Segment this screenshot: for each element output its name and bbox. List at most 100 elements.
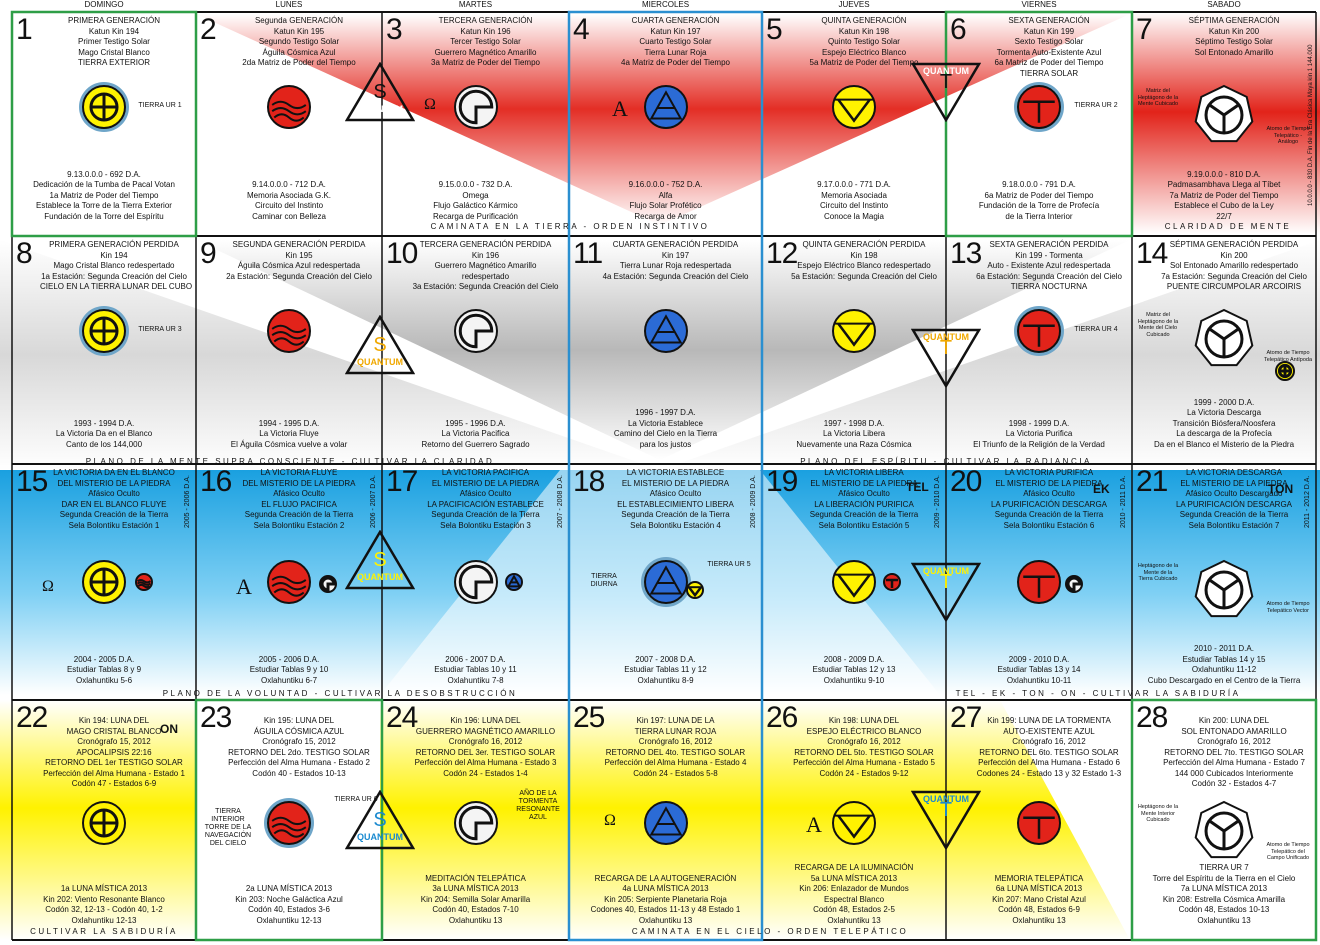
footer-line: 1998 - 1999 D.A. [1008,418,1070,428]
header-line: Codón 24 - Estados 5-8 [633,768,718,778]
day-cell-3[interactable]: 3 TERCERA GENERACIÓN Katun Kin 196 Tercer T… [382,12,569,236]
day-cell-16[interactable]: 16 LA VICTORIA FLUYE DEL MISTERIO DE LA PI… [196,464,382,700]
footer-line: Kin 206: Enlazador de Mundos [799,884,909,893]
footer-line: Canto de los 144,000 [65,439,143,449]
footer-line: El Águila Cósmica vuelve a volar [230,439,348,449]
header-line: RETORNO DEL 5to. TESTIGO SOLAR [794,747,934,757]
day-cell-24[interactable]: 24 Kin 196: LUNA DEL GUERRERO MAGNÉTICO AM… [382,700,569,940]
header-line: LA PURIFICACIÓN DESCARGA [1175,499,1293,509]
day-cell-9[interactable]: 9 SEGUNDA GENERACIÓN PERDIDA Kin 195 Águila… [196,236,382,464]
ring-white-icon [453,559,499,610]
day-cell-27[interactable]: 27 Kin 199: LUNA DE LA TORMENTA AUTO-EXIST… [946,700,1132,940]
header-line: Guerrero Magnético Amarillo [434,261,537,270]
day-cell-25[interactable]: 25 Kin 197: LUNA DE LA TIERRA LUNAR ROJA Cr… [569,700,762,940]
day-cell-21[interactable]: 21 LA VICTORIA DESCARGA EL MISTERIO DE LA … [1132,464,1316,700]
footer-line: Codones 40, Estados 11-13 y 48 Estado 1 [590,905,741,914]
day-cell-17[interactable]: 17 LA VICTORIA PACIFICA EL MISTERIO DE LA … [382,464,569,700]
cell-header-text: SÉPTIMA GENERACIÓN Katun Kin 200 Séptimo T… [1160,16,1308,58]
vertical-date: 2007 - 2008 D.A. [557,475,564,528]
footer-line: Padmasambhava Llega al Tíbet [1167,180,1281,189]
day-cell-4[interactable]: 4 CUARTA GENERACIÓN Katun Kin 197 Cuarto Te… [569,12,762,236]
header-line: 1a Estación: Segunda Creación del Cielo [41,271,187,281]
cell-footer-text: MEDITACIÓN TELEPÁTICA 3a LUNA MÍSTICA 201… [386,874,565,927]
footer-line: La descarga de la Profecía [1176,429,1272,438]
day-cell-11[interactable]: 11 CUARTA GENERACIÓN PERDIDA Kin 197 Tierra… [569,236,762,464]
side-label: TIERRA INTERIOR TORRE DE LA NAVEGACIÓN D… [204,808,252,847]
header-line: Perfección del Alma Humana - Estado 3 [414,758,557,767]
footer-line: 22/7 [1216,211,1232,221]
side-label: TIERRA UR 3 [138,326,182,333]
day-cell-2[interactable]: 2 Segunda GENERACIÓN Katun Kin 195 Segundo … [196,12,382,236]
header-line: Afásico Oculto [459,489,512,498]
header-line: Segunda Creación de la Tierra [621,510,730,519]
header-line: TIERRA NOCTURNA [1010,282,1088,291]
quantum-triangle-s-2: S QUANTUM [344,314,416,380]
svg-text:S: S [373,334,386,356]
day-number: 16 [200,465,232,498]
day-number: 28 [1136,701,1168,734]
header-line: 7a Estación: Segunda Creación del Cielo [1161,271,1307,281]
footer-line: RECARGA DE LA ILUMINACIÓN [794,863,914,872]
cell-header-text: Kin 196: LUNA DEL GUERRERO MAGNÉTICO AMAR… [410,716,561,779]
footer-line: Memoria Asociada G.K. [246,190,332,200]
cell-header-text: SÉPTIMA GENERACIÓN PERDIDA Kin 200 Sol Ent… [1160,240,1308,293]
day-cell-23[interactable]: 23 Kin 195: LUNA DEL ÁGUILA CÓSMICA AZUL Cr… [196,700,382,940]
tel-mark: TEL [906,480,929,494]
vertical-date: 2008 - 2009 D.A. [750,475,757,528]
day-cell-14[interactable]: 14 SÉPTIMA GENERACIÓN PERDIDA Kin 200 Sol E… [1132,236,1316,464]
header-line: Afásico Oculto [838,489,890,498]
day-cell-10[interactable]: 10 TERCERA GENERACIÓN PERDIDA Kin 196 Guerr… [382,236,569,464]
yellow-v-small-icon [685,580,705,605]
footer-line: 9.18.0.0.0 - 791 D.A. [1002,180,1076,189]
header-line: Segundo Testigo Solar [258,37,340,46]
day-cell-13[interactable]: 13 SEXTA GENERACIÓN PERDIDA Kin 199 - Torm… [946,236,1132,464]
day-cell-12[interactable]: 12 QUINTA GENERACIÓN PERDIDA Kin 198 Espejo… [762,236,946,464]
header-line: Kin 200 [1220,250,1248,260]
day-cell-18[interactable]: 18 LA VICTORIA ESTABLECE EL MISTERIO DE LA… [569,464,762,700]
footer-line: Estudiar Tablas 14 y 15 [1182,654,1266,664]
header-line: redespertado [461,271,510,281]
day-number: 4 [573,13,590,46]
ring-white-small-icon [318,574,338,599]
footer-line: Kin 203: Noche Galáctica Azul [235,894,343,904]
footer-line: Estudiar Tablas 12 y 13 [812,665,896,674]
day-cell-7[interactable]: 7 SÉPTIMA GENERACIÓN Katun Kin 200 Séptimo … [1132,12,1316,236]
header-line: DEL MISTERIO DE LA PIEDRA [57,478,171,488]
header-line: Cronógrafo 16, 2012 [638,737,713,746]
header-line: LA VICTORIA DESCARGA [1186,468,1282,477]
day-cell-1[interactable]: 1 PRIMERA GENERACIÓN Katun Kin 194 Primer T… [12,12,196,236]
svg-text:QUANTUM: QUANTUM [923,794,969,804]
day-cell-5[interactable]: 5 QUINTA GENERACIÓN Katun Kin 198 Quinto Te… [762,12,946,236]
header-line: Codón 24 - Estados 1-4 [443,768,528,778]
day-cell-22[interactable]: 22 Kin 194: LUNA DEL MAGO CRISTAL BLANCO Cr… [12,700,196,940]
day-number: 8 [16,237,33,270]
header-line: Katun Kin 194 [88,26,140,36]
ton-mark: TON [1268,482,1294,496]
day-cell-28[interactable]: 28 Kin 200: LUNA DEL SOL ENTONADO AMARILLO… [1132,700,1316,940]
cell-header-text: TERCERA GENERACIÓN PERDIDA Kin 196 Guerrer… [410,240,561,293]
footer-line: 6a LUNA MÍSTICA 2013 [995,884,1083,893]
day-cell-26[interactable]: 26 Kin 198: LUNA DEL ESPEJO ELÉCTRICO BLAN… [762,700,946,940]
day-cell-20[interactable]: 20 LA VICTORIA PURIFICA EL MISTERIO DE LA … [946,464,1132,700]
footer-line: Transición Biósfera/Noosfera [1172,418,1276,428]
yellow-v-icon [831,84,877,135]
footer-line: Estudiar Tablas 11 y 12 [624,665,707,674]
header-line: 3a Matriz de Poder del Tiempo [431,58,540,67]
red-gate-icon [1016,800,1062,851]
alfa-mark-26: A [806,812,822,837]
day-cell-8[interactable]: 8 PRIMERA GENERACIÓN PERDIDA Kin 194 Mago C… [12,236,196,464]
footer-line: 4a LUNA MÍSTICA 2013 [622,884,709,893]
header-line: Cuarto Testigo Solar [639,37,712,46]
footer-line: Codón 32, 12-13 - Codón 40, 1-2 [45,905,163,914]
wave-red-small-icon [134,572,154,597]
day-cell-6[interactable]: 6 SEXTA GENERACIÓN Katun Kin 199 Sexto Test… [946,12,1132,236]
svg-text:S: S [373,81,386,103]
header-line: Cronógrafo 16, 2012 [448,737,523,746]
header-line: Katun Kin 198 [838,26,890,36]
day-cell-19[interactable]: 19 LA VICTORIA LIBERA EL MISTERIO DE LA PI… [762,464,946,700]
header-line: Kin 197 [661,250,690,260]
cell-footer-text: 2007 - 2008 D.A. Estudiar Tablas 11 y 12 O… [573,655,758,687]
header-line: Codón 32 - Estados 4-7 [1191,779,1277,788]
header-line: 4a Estación: Segunda Creación del Cielo [602,271,749,281]
day-cell-15[interactable]: 15 LA VICTORIA DA EN EL BLANCO DEL MISTERI… [12,464,196,700]
